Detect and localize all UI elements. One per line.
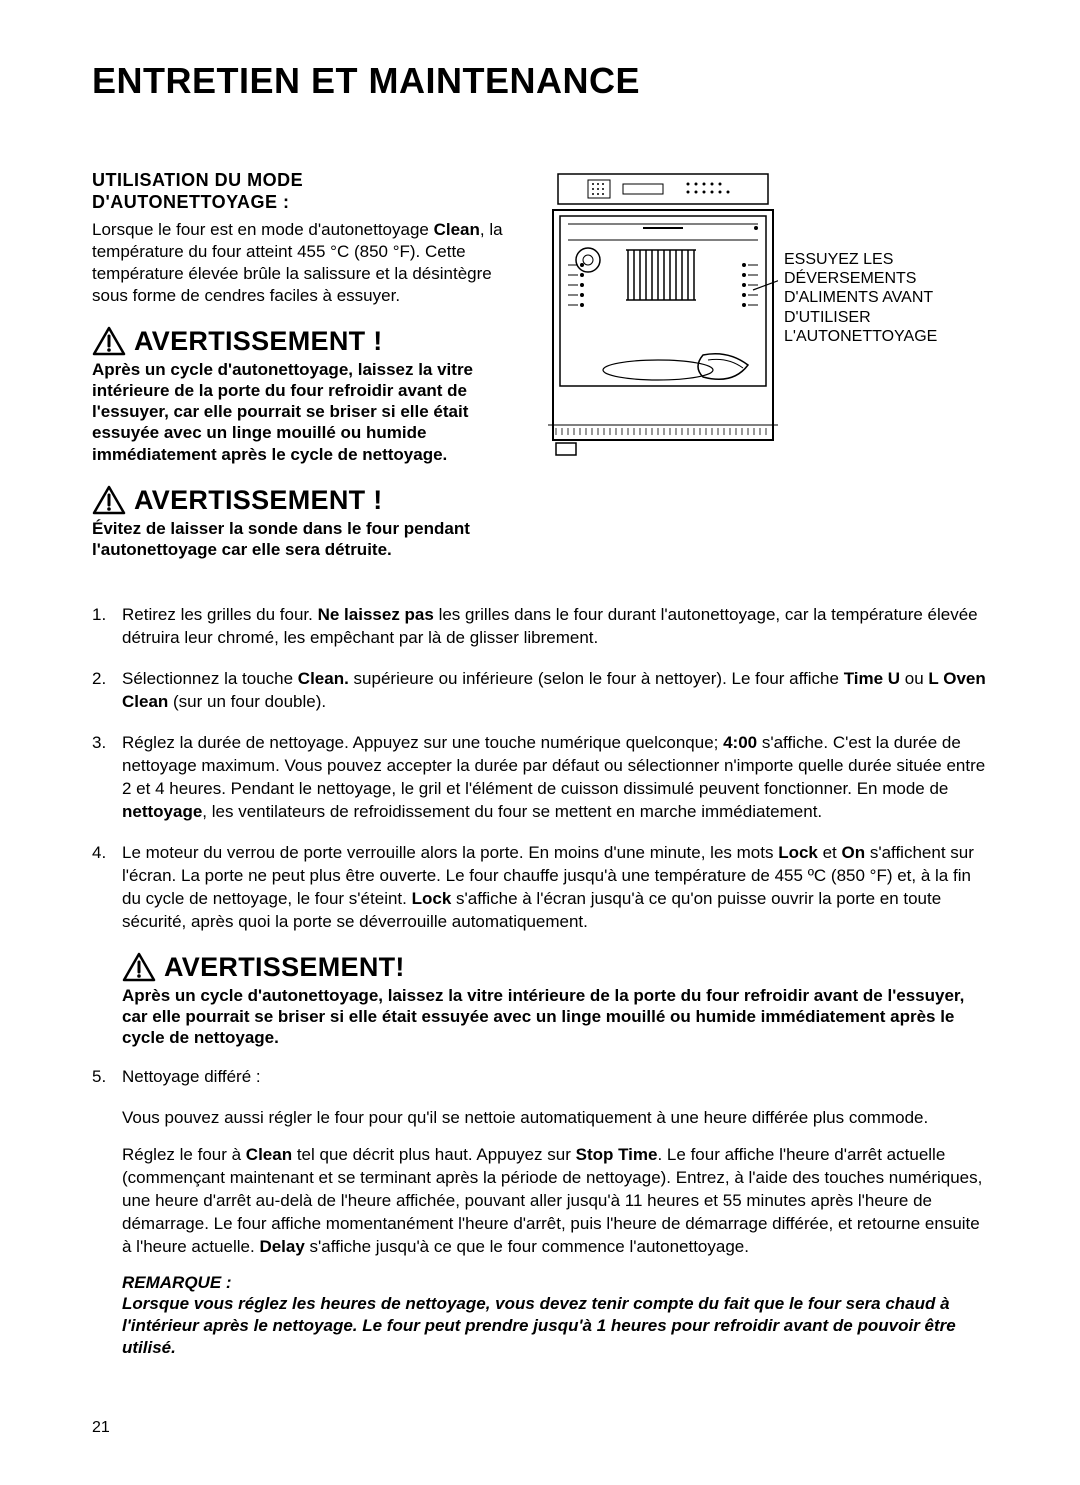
warning-3-title: AVERTISSEMENT! xyxy=(164,952,405,983)
intro-two-column: UTILISATION DU MODE D'AUTONETTOYAGE : Lo… xyxy=(92,170,988,580)
s5-p2-b3: Delay xyxy=(259,1237,304,1256)
page-number: 21 xyxy=(92,1419,110,1437)
warning-2-body: Évitez de laisser la sonde dans le four … xyxy=(92,518,528,561)
intro-right: ESSUYEZ LES DÉVERSEMENTS D'ALIMENTS AVAN… xyxy=(548,170,988,580)
heading-line2: D'AUTONETTOYAGE : xyxy=(92,192,289,212)
step-2: Sélectionnez la touche Clean. supérieure… xyxy=(92,668,988,714)
steps-list: Retirez les grilles du four. Ne laissez … xyxy=(92,604,988,933)
s5-p2: Réglez le four à Clean tel que décrit pl… xyxy=(122,1144,988,1259)
step-4: Le moteur du verrou de porte verrouille … xyxy=(92,842,988,934)
s2-mid2: ou xyxy=(900,669,928,688)
intro-pre: Lorsque le four est en mode d'autonettoy… xyxy=(92,220,434,239)
s3-b2: nettoyage xyxy=(122,802,202,821)
warning-1-body: Après un cycle d'autonettoyage, laissez … xyxy=(92,359,528,465)
intro-bold: Clean xyxy=(434,220,480,239)
warning-icon xyxy=(122,952,156,982)
oven-diagram xyxy=(548,170,778,460)
steps-list-cont: Nettoyage différé : xyxy=(92,1066,988,1089)
warning-3: AVERTISSEMENT! Après un cycle d'autonett… xyxy=(122,952,988,1049)
warning-3-body: Après un cycle d'autonettoyage, laissez … xyxy=(122,985,988,1049)
page-title: ENTRETIEN ET MAINTENANCE xyxy=(92,60,988,102)
s2-mid: supérieure ou inférieure (selon le four … xyxy=(349,669,844,688)
s2-pre: Sélectionnez la touche xyxy=(122,669,298,688)
s5-p1: Vous pouvez aussi régler le four pour qu… xyxy=(122,1107,988,1130)
s4-b3: Lock xyxy=(412,889,452,908)
warning-2-header: AVERTISSEMENT ! xyxy=(92,485,528,516)
s5-p2-b1: Clean xyxy=(246,1145,292,1164)
heading-line1: UTILISATION DU MODE xyxy=(92,170,303,190)
s4-b2: On xyxy=(842,843,866,862)
s5-p2-pre: Réglez le four à xyxy=(122,1145,246,1164)
s4-b1: Lock xyxy=(778,843,818,862)
warning-1-title: AVERTISSEMENT ! xyxy=(134,326,383,357)
oven-diagram-wrap: ESSUYEZ LES DÉVERSEMENTS D'ALIMENTS AVAN… xyxy=(548,170,954,460)
intro-left: UTILISATION DU MODE D'AUTONETTOYAGE : Lo… xyxy=(92,170,528,580)
step-3: Réglez la durée de nettoyage. Appuyez su… xyxy=(92,732,988,824)
remarque-label: REMARQUE : xyxy=(122,1273,988,1293)
s1-pre: Retirez les grilles du four. xyxy=(122,605,318,624)
step-1: Retirez les grilles du four. Ne laissez … xyxy=(92,604,988,650)
s2-b1: Clean. xyxy=(298,669,349,688)
s4-pre: Le moteur du verrou de porte verrouille … xyxy=(122,843,778,862)
warning-2: AVERTISSEMENT ! Évitez de laisser la son… xyxy=(92,485,528,561)
s5-p2-b2: Stop Time xyxy=(576,1145,658,1164)
s2-post: (sur un four double). xyxy=(168,692,326,711)
warning-icon xyxy=(92,485,126,515)
warning-3-header: AVERTISSEMENT! xyxy=(122,952,988,983)
s5-title: Nettoyage différé : xyxy=(122,1067,261,1086)
section-heading: UTILISATION DU MODE D'AUTONETTOYAGE : xyxy=(92,170,528,213)
remarque-body: Lorsque vous réglez les heures de nettoy… xyxy=(122,1293,988,1359)
s3-pre: Réglez la durée de nettoyage. Appuyez su… xyxy=(122,733,723,752)
intro-paragraph: Lorsque le four est en mode d'autonettoy… xyxy=(92,219,528,307)
step-5: Nettoyage différé : xyxy=(92,1066,988,1089)
warning-1-header: AVERTISSEMENT ! xyxy=(92,326,528,357)
s5-p2-post: s'affiche jusqu'à ce que le four commenc… xyxy=(305,1237,749,1256)
warning-2-title: AVERTISSEMENT ! xyxy=(134,485,383,516)
s5-p2-m1: tel que décrit plus haut. Appuyez sur xyxy=(292,1145,576,1164)
s2-b2: Time U xyxy=(844,669,900,688)
diagram-caption: ESSUYEZ LES DÉVERSEMENTS D'ALIMENTS AVAN… xyxy=(784,250,954,346)
s3-post: , les ventilateurs de refroidissement du… xyxy=(202,802,822,821)
s3-b1: 4:00 xyxy=(723,733,757,752)
warning-1: AVERTISSEMENT ! Après un cycle d'autonet… xyxy=(92,326,528,465)
s1-bold: Ne laissez pas xyxy=(318,605,434,624)
s4-m1: et xyxy=(818,843,842,862)
warning-icon xyxy=(92,326,126,356)
